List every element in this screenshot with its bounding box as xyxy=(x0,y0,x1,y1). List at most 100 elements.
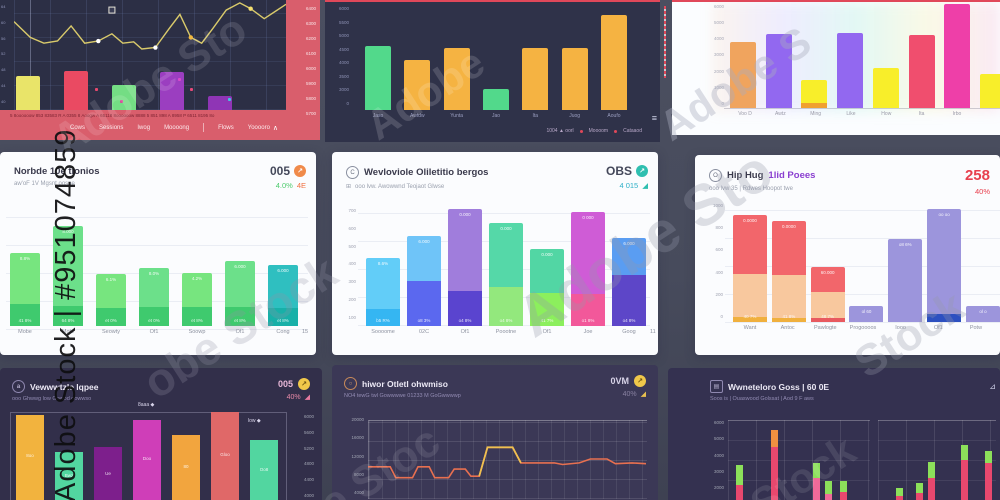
bar-segment xyxy=(407,281,441,326)
card-header: a Vewwwtzle lqpee ooo Ghwwg low Gowod do… xyxy=(12,380,99,402)
column-segment xyxy=(928,462,935,478)
axis-tick: 6000 xyxy=(713,420,724,425)
card-title: C Wevloviole Oliletitio bergos xyxy=(346,166,488,179)
stacked-bar-chart: 8.8% 41 8% 8.000 64 8% 6.1% et 0% 8.0% et 0% 4.2… xyxy=(10,208,298,326)
axis-tick: 5700 xyxy=(305,111,316,116)
column-segment xyxy=(771,447,778,500)
footer-menu-item[interactable]: Flows xyxy=(218,124,234,131)
card-subtitle: ooo Ghwwg low Gowod dowwso xyxy=(12,396,92,402)
bar-percent-label: 41 8% xyxy=(18,318,32,323)
trend-badge-icon: ↗ xyxy=(634,375,646,387)
bar xyxy=(730,42,756,108)
stat-change: 40% xyxy=(974,187,990,196)
bar-segment xyxy=(801,103,828,108)
card-title-text: Vewwwtzle lqpee xyxy=(30,381,99,392)
axis-tick: 600 xyxy=(348,225,356,231)
footer-menu-item[interactable]: Yooooro xyxy=(247,124,270,131)
collapse-chevron-icon[interactable]: ∧ xyxy=(272,125,278,132)
bar-segment xyxy=(182,272,212,308)
panel-top-middle: 6000 5500 5000 4500 4000 3500 3000 0 Jaso Awtdw Y… xyxy=(325,0,660,142)
bar-segment xyxy=(810,317,845,322)
stat-change-text: 4.0% xyxy=(275,181,293,190)
axis-tick: 52 xyxy=(1,51,6,57)
axis-tick: 1000 xyxy=(712,203,723,208)
stacked-column xyxy=(916,483,923,500)
legend-item[interactable]: Cataaod xyxy=(623,128,642,134)
stacked-bar: 60.000 48 7% xyxy=(810,267,845,322)
stat-change-text: 4 015 xyxy=(619,181,639,190)
axis-tick: 5900 xyxy=(305,81,316,86)
axis-tick: 5200 xyxy=(303,445,314,451)
x-axis-label: Awtz xyxy=(774,111,786,117)
bar-inner-label: Oo8 xyxy=(259,467,269,473)
x-axis-label: Of1 xyxy=(235,329,245,335)
data-point-marker xyxy=(248,6,253,11)
bar-percent-label: 41 8% xyxy=(782,314,796,319)
bar-segment xyxy=(530,248,564,294)
bar: 8oo xyxy=(16,414,44,500)
bar xyxy=(600,15,627,110)
stacked-bar: 0.0000 40 7% xyxy=(733,214,767,322)
card-title: Norbde 10e tionios xyxy=(14,166,100,177)
card-middle-right: O Hip Hug 1lid Poees ooo lvw 35 | Rdwes … xyxy=(695,155,1000,355)
stacked-bar: oo oo xyxy=(927,208,962,322)
axis-tick: 2000 xyxy=(713,485,724,490)
stacked-bar: 0.0000 41 8% xyxy=(771,220,806,322)
corner-chart-icon[interactable]: ⊿ xyxy=(989,382,996,391)
stacked-column xyxy=(825,481,832,500)
footer-menu-item[interactable]: Cows xyxy=(70,124,86,131)
card-title-text: Norbde 10e tionios xyxy=(14,166,100,177)
bar-segment xyxy=(849,306,884,322)
footer-menu-item[interactable]: Sessions xyxy=(99,124,124,131)
card-subtitle: Soos is | Ouaswood Golssat | Aod 9 F aws xyxy=(710,396,814,402)
x-axis-trailing-label: 11 xyxy=(650,329,656,335)
x-axis-label: Antoc xyxy=(780,325,795,331)
panel-top-left: 64 60 56 52 48 44 40 6400 6300 6200 6100 6000 5900 5… xyxy=(0,0,320,140)
bar-value-label: 8.6% xyxy=(377,261,389,267)
stat-value: 005 ↗ xyxy=(270,164,306,178)
bar: Doo xyxy=(133,419,161,500)
column-segment xyxy=(736,485,743,500)
y-axis-labels-right: 6400 6300 6200 6100 6000 5900 5800 5700 xyxy=(288,6,316,116)
menu-icon[interactable]: ≡ xyxy=(651,113,657,123)
bar-segment xyxy=(810,291,845,318)
stat-block: 005 ↗ 4.0% 4E xyxy=(270,164,306,190)
data-point-marker xyxy=(188,35,193,40)
legend-item[interactable]: Moooom xyxy=(588,128,609,134)
stat-value: OBS ↗ xyxy=(606,164,648,178)
bar xyxy=(404,60,431,110)
footer-menu-item[interactable]: Moooong xyxy=(164,124,190,131)
bar-value-label: 0.000 xyxy=(459,211,471,217)
column-segment xyxy=(736,465,743,485)
x-axis-label: Yunta xyxy=(450,113,464,119)
x-axis-label: Of1 xyxy=(460,329,470,335)
bar-segment xyxy=(888,239,923,322)
stat-extra-icon: ◢ xyxy=(642,181,648,190)
line-series xyxy=(478,446,522,477)
panel-bottom-left: a Vewwwtzle lqpee ooo Ghwwg low Gowod do… xyxy=(0,368,322,500)
annotation-marker: low ◆ xyxy=(248,418,261,424)
footer-menu-item[interactable]: Iwog xyxy=(137,124,151,131)
stacked-bar: o8 6% xyxy=(888,239,923,322)
stacked-bar: 0.000 41 7% xyxy=(530,248,564,326)
axis-tick: 5600 xyxy=(303,429,314,435)
x-axis-label: Goog xyxy=(622,329,636,335)
chart-type-icon: a xyxy=(12,380,25,393)
x-axis-label: Iooo xyxy=(895,325,906,331)
chart-frame xyxy=(10,412,287,500)
y-axis-labels-left: 64 60 56 52 48 44 40 xyxy=(1,4,13,104)
y-axis-line xyxy=(30,0,31,110)
bar-segment xyxy=(771,220,806,276)
chart-type-icon: ▤ xyxy=(710,380,723,393)
axis-tick: 44 xyxy=(1,83,6,89)
stat-extra-icon: ◢ xyxy=(304,394,310,401)
bar-value-label: 8.8% xyxy=(19,255,31,261)
axis-tick: 6300 xyxy=(305,21,316,26)
stacked-column xyxy=(928,462,935,500)
y-axis-labels: 6000 5000 4000 3000 2000 1000 0 xyxy=(706,4,724,106)
data-point-marker xyxy=(108,6,116,14)
annotation-marker: 8aaa ◆ xyxy=(138,402,155,408)
bar-value-label: ol 60 xyxy=(861,309,872,315)
bar-value-label: 6.000 xyxy=(418,239,430,245)
card-title-text: Wwneteloro Goss | 60 0E xyxy=(728,381,830,392)
